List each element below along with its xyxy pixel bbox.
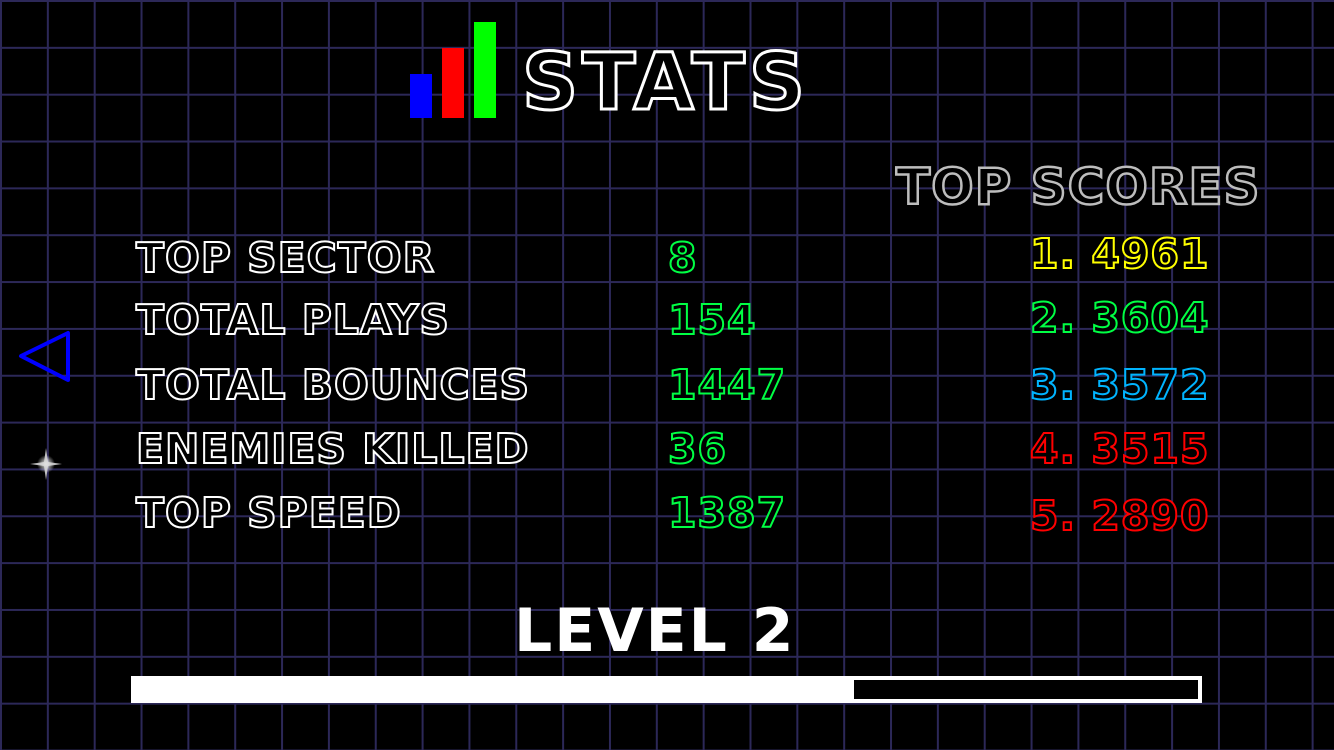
level-label: LEVEL 2 (514, 596, 796, 666)
stat-label: TOTAL BOUNCES (135, 360, 531, 410)
stat-value: 1387 (667, 488, 787, 538)
sparkle-icon[interactable] (28, 446, 64, 482)
stat-value: 1447 (667, 360, 787, 410)
page-title: STATS (520, 37, 810, 130)
level-progress-bar (131, 676, 1202, 703)
stat-label: TOP SECTOR (135, 233, 436, 283)
top-score-item: 5. 2890 (1029, 491, 1210, 541)
level-progress-fill (135, 680, 854, 699)
stat-value: 154 (667, 295, 757, 345)
bar-chart-icon (410, 22, 498, 118)
stat-value: 8 (667, 233, 698, 283)
top-scores-title: TOP SCORES (895, 157, 1261, 218)
top-score-item: 3. 3572 (1029, 360, 1210, 410)
top-score-item: 2. 3604 (1029, 293, 1210, 343)
stat-label: TOP SPEED (135, 488, 402, 538)
stat-label: ENEMIES KILLED (135, 424, 530, 474)
top-score-item: 1. 4961 (1029, 229, 1210, 279)
stat-value: 36 (667, 424, 728, 474)
top-score-item: 4. 3515 (1029, 424, 1210, 474)
triangle-back-icon[interactable] (18, 330, 74, 386)
stat-label: TOTAL PLAYS (135, 295, 450, 345)
